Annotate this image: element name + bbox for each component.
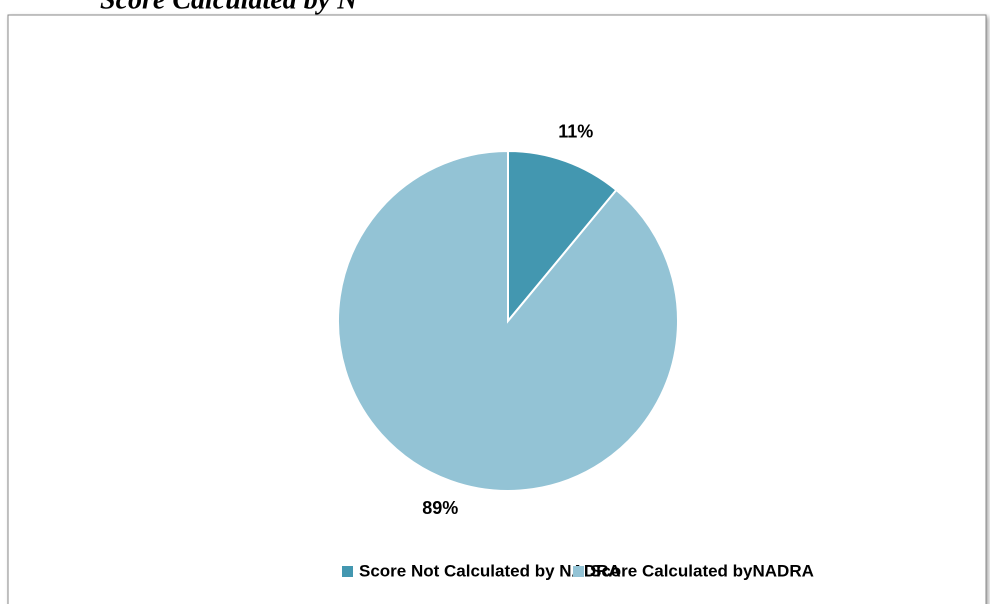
legend-label: Score Calculated byNADRA <box>590 561 814 580</box>
data-label: 89% <box>422 498 458 518</box>
chart-title: Score Calculated by N <box>100 0 359 15</box>
pie-slice <box>507 149 618 324</box>
legend-label: Score Not Calculated by NADRA <box>359 561 621 580</box>
data-label: 11% <box>558 122 593 142</box>
legend-swatch <box>573 566 584 577</box>
pie-slice <box>337 149 679 492</box>
legend-swatch <box>342 566 353 577</box>
